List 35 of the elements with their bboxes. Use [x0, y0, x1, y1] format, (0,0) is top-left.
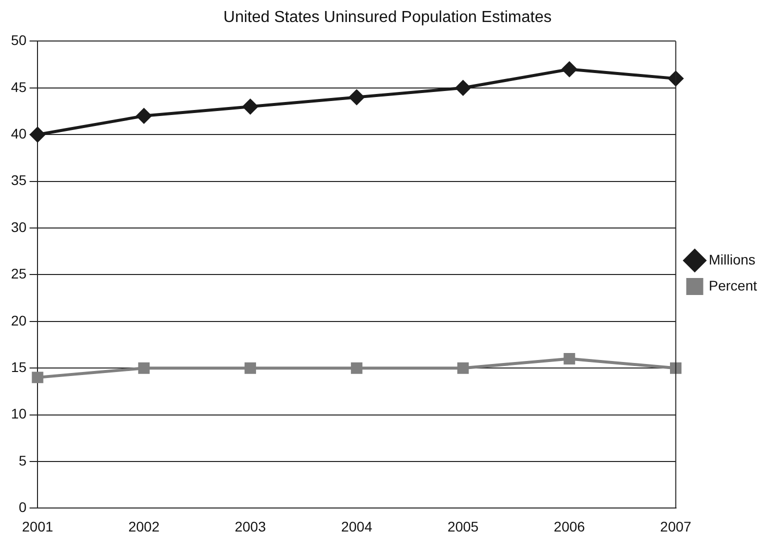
x-tick-label: 2003 — [234, 518, 266, 534]
x-tick-label: 2007 — [660, 518, 692, 534]
legend-label: Percent — [708, 277, 758, 294]
y-tick-label: 10 — [10, 406, 27, 422]
point — [244, 362, 256, 374]
point — [457, 362, 469, 374]
point — [349, 90, 364, 105]
point — [30, 127, 46, 142]
point — [136, 108, 152, 124]
y-tick-label: 20 — [10, 312, 27, 328]
point — [350, 362, 362, 374]
point — [242, 99, 258, 114]
point — [32, 372, 44, 384]
point — [670, 362, 682, 374]
y-tick-label: 50 — [10, 32, 27, 48]
x-tick-label: 2004 — [341, 518, 372, 534]
y-tick-label: 40 — [10, 125, 27, 142]
x-tick-label: 2001 — [22, 518, 54, 534]
legend-label: Millions — [708, 251, 756, 268]
point — [562, 62, 577, 77]
chart-title: United States Uninsured Population Estimates — [223, 9, 552, 26]
point — [138, 362, 150, 374]
y-tick-label: 25 — [10, 266, 27, 282]
y-tick-label: 35 — [10, 172, 27, 188]
x-tick-label: 2006 — [554, 518, 586, 534]
x-tick-label: 2005 — [447, 518, 479, 534]
y-tick-label: 15 — [10, 358, 27, 375]
point — [668, 71, 684, 86]
y-tick-label: 30 — [10, 218, 27, 235]
point — [456, 80, 471, 96]
y-tick-label: 5 — [18, 452, 27, 468]
point — [564, 353, 576, 365]
y-tick-label: 45 — [10, 78, 27, 95]
x-tick-label: 2002 — [128, 518, 160, 534]
y-tick-label: 0 — [18, 499, 27, 516]
